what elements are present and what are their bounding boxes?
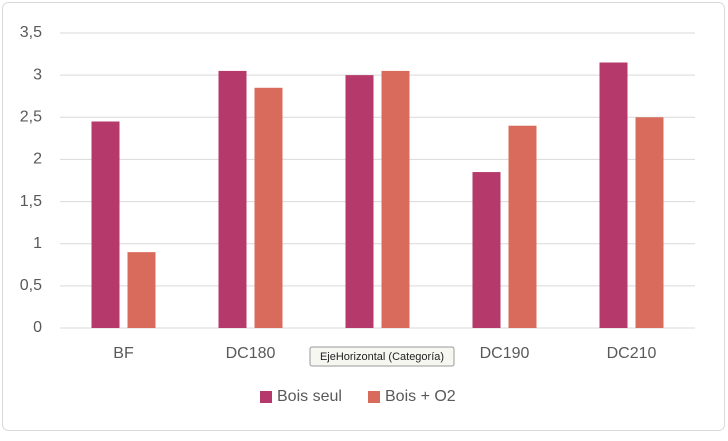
y-tick-label: 3: [33, 66, 42, 83]
legend-label: Bois seul: [277, 388, 342, 405]
tooltip-box: [309, 346, 455, 367]
legend-label: Bois + O2: [385, 388, 456, 405]
bar: [472, 172, 501, 328]
bar: [345, 75, 374, 329]
legend-swatch: [260, 391, 272, 403]
bar: [381, 70, 410, 328]
y-tick-label: 0,5: [20, 277, 42, 294]
bar: [91, 121, 120, 328]
y-tick-label: 0: [33, 319, 42, 336]
x-tick-label: BF: [113, 345, 134, 362]
y-tick-label: 2,5: [20, 109, 42, 126]
x-tick-label: DC210: [607, 345, 657, 362]
y-tick-label: 1: [33, 235, 42, 252]
bar: [635, 117, 664, 329]
y-tick-label: 2: [33, 151, 42, 168]
x-tick-label: DC180: [226, 345, 276, 362]
y-tick-label: 3,5: [20, 24, 42, 41]
tooltip: EjeHorizontal (Categoría): [320, 351, 444, 363]
y-tick-label: 1,5: [20, 193, 42, 210]
legend-swatch: [368, 391, 380, 403]
bar: [508, 125, 537, 328]
bar: [127, 252, 156, 328]
bar: [599, 62, 628, 328]
bar: [254, 87, 283, 329]
x-tick-label: DC190: [480, 345, 530, 362]
bar: [218, 70, 247, 328]
